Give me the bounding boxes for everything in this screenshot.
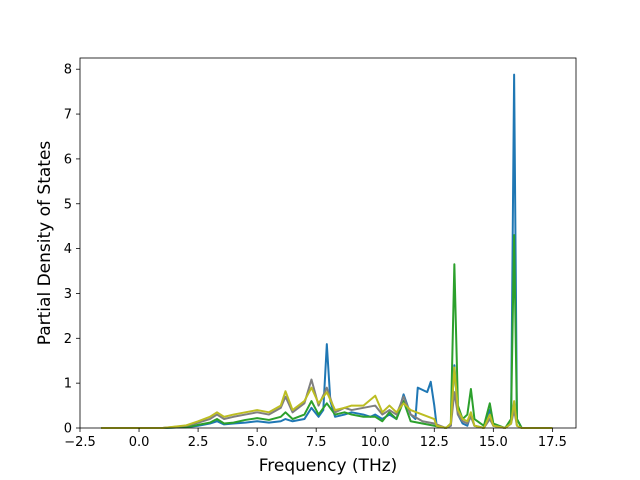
x-tick-label: 7.5 [306, 435, 327, 450]
x-tick-label: 10.0 [361, 435, 390, 450]
x-tick-label: 15.0 [479, 435, 508, 450]
x-tick-label: 5.0 [247, 435, 268, 450]
x-tick-label: 12.5 [420, 435, 449, 450]
y-tick-label: 0 [64, 422, 72, 437]
y-tick-label: 1 [64, 377, 72, 392]
series-line-4 [101, 366, 553, 429]
y-axis-label: Partial Density of States [35, 141, 55, 346]
y-axis: 0 1 2 3 4 5 6 7 8 [64, 63, 80, 437]
y-tick-label: 4 [64, 242, 72, 257]
plot-lines [101, 73, 553, 429]
x-tick-label: −2.5 [64, 435, 96, 450]
plot-frame [79, 57, 577, 429]
y-tick-label: 3 [64, 287, 72, 302]
y-tick-label: 2 [64, 332, 72, 347]
y-tick-label: 8 [64, 63, 72, 78]
x-axis-label: Frequency (THz) [259, 456, 398, 476]
x-tick-label: 17.5 [538, 435, 567, 450]
y-tick-label: 7 [64, 108, 72, 123]
y-tick-label: 5 [64, 197, 72, 212]
x-axis: −2.5 0.0 2.5 5.0 7.5 10.0 12.5 15.0 17.5 [64, 428, 567, 450]
x-tick-label: 0.0 [129, 435, 150, 450]
y-tick-label: 6 [64, 152, 72, 167]
series-line-2 [101, 234, 553, 429]
x-tick-label: 2.5 [188, 435, 209, 450]
